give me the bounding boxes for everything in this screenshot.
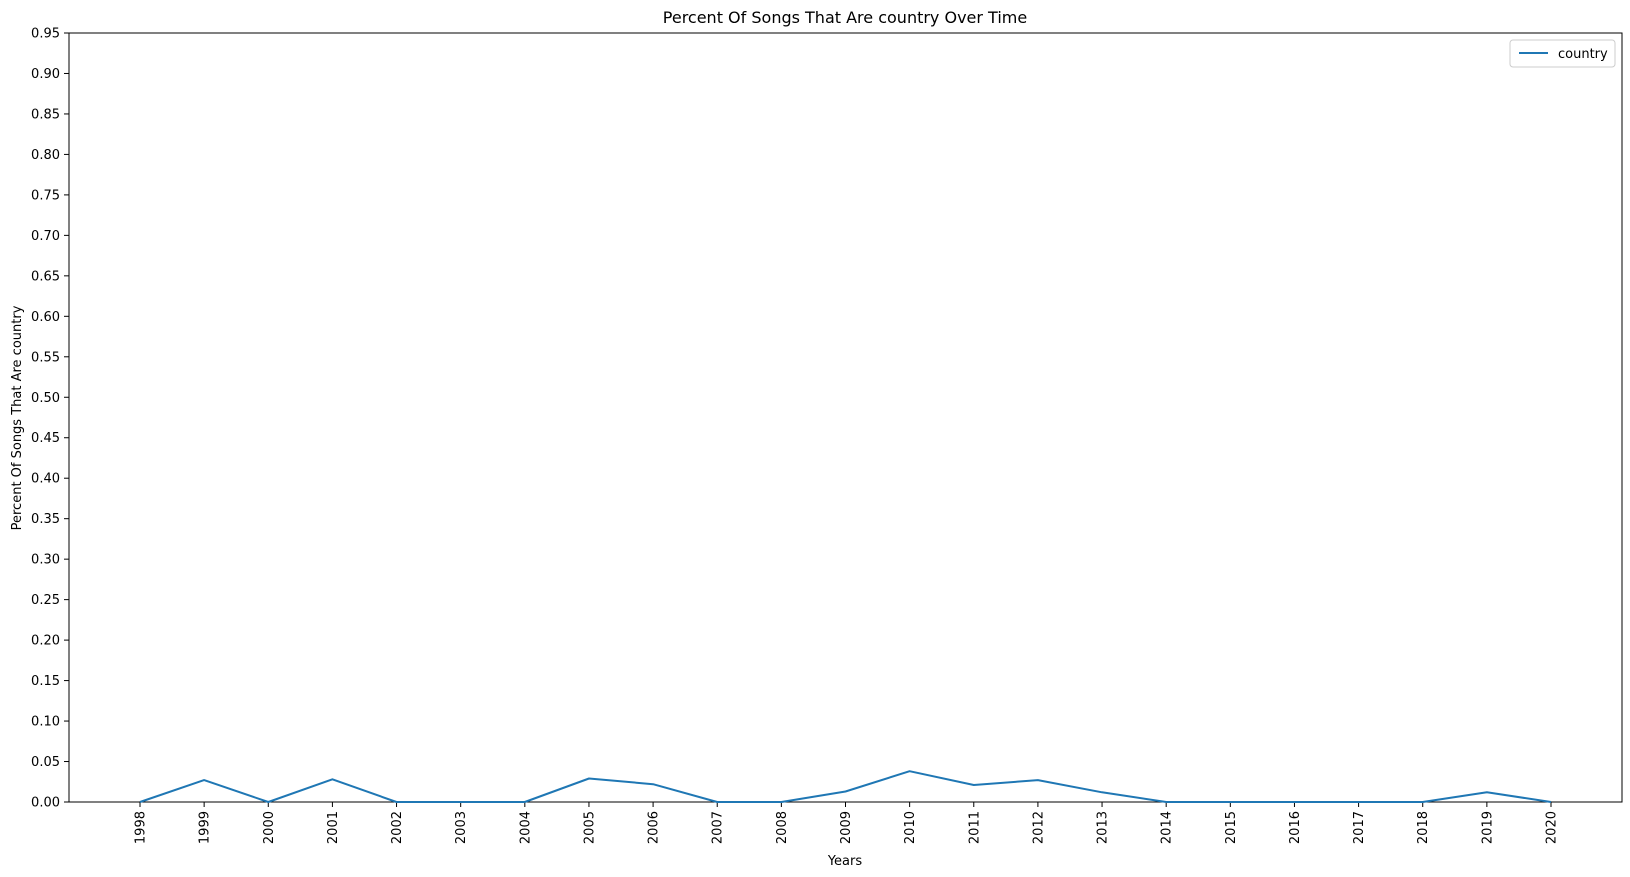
y-axis-label: Percent Of Songs That Are country [10,305,25,530]
x-tick-label: 2001 [326,811,341,844]
x-tick-label: 2004 [518,811,533,844]
y-tick-label: 0.05 [31,755,60,770]
chart-title: Percent Of Songs That Are country Over T… [663,8,1027,27]
x-axis-label: Years [827,854,863,869]
y-tick-label: 0.75 [31,188,60,203]
x-tick-label: 2000 [262,811,277,844]
y-tick-label: 0.90 [31,67,60,82]
x-tick-label: 2017 [1352,811,1367,844]
x-tick-label: 2014 [1160,811,1175,844]
x-tick-label: 2007 [711,811,726,844]
y-tick-label: 0.60 [31,310,60,325]
x-tick-label: 2018 [1416,811,1431,844]
series-line-country [139,770,1552,803]
x-tick-label: 2003 [454,811,469,844]
x-tick-label: 2019 [1480,811,1495,844]
plot-frame [68,32,1623,803]
legend-box [1509,39,1616,68]
series-layer [139,770,1552,803]
y-tick-label: 0.40 [31,472,60,487]
y-tick-label: 0.55 [31,350,60,365]
x-tick-label: 2020 [1545,811,1560,844]
x-tick-label: 2016 [1288,811,1303,844]
y-tick-label: 0.80 [31,148,60,163]
x-axis-ticks: 1998 1999 2000 2001 2002 2003 2004 2005 2006 2007… [134,802,1560,844]
y-tick-label: 0.85 [31,107,60,122]
x-tick-label: 2009 [839,811,854,844]
y-tick-label: 0.10 [31,715,60,730]
y-tick-label: 0.25 [31,593,60,608]
legend-entry-country: country [1558,47,1608,62]
y-tick-label: 0.30 [31,553,60,568]
x-tick-label: 2005 [582,811,597,844]
x-tick-label: 2008 [775,811,790,844]
x-tick-label: 2002 [390,811,405,844]
x-tick-label: 2006 [647,811,662,844]
x-tick-label: 2013 [1096,811,1111,844]
y-tick-label: 0.15 [31,674,60,689]
x-tick-label: 2012 [1031,811,1046,844]
y-tick-label: 0.45 [31,431,60,446]
x-tick-label: 2011 [967,811,982,844]
y-tick-label: 0.50 [31,391,60,406]
x-tick-label: 1998 [134,811,149,844]
y-tick-label: 0.70 [31,229,60,244]
y-tick-label: 0.95 [31,27,60,42]
y-axis-ticks: 0.00 0.05 0.10 0.15 0.20 0.25 0.30 0.35 0.40 0.45… [31,27,69,811]
x-tick-label: 2015 [1224,811,1239,844]
legend: country [1509,39,1616,68]
y-tick-label: 0.65 [31,269,60,284]
y-tick-label: 0.35 [31,512,60,527]
x-tick-label: 2010 [903,811,918,844]
x-tick-label: 1999 [198,811,213,844]
y-tick-label: 0.20 [31,634,60,649]
y-tick-label: 0.00 [31,796,60,811]
